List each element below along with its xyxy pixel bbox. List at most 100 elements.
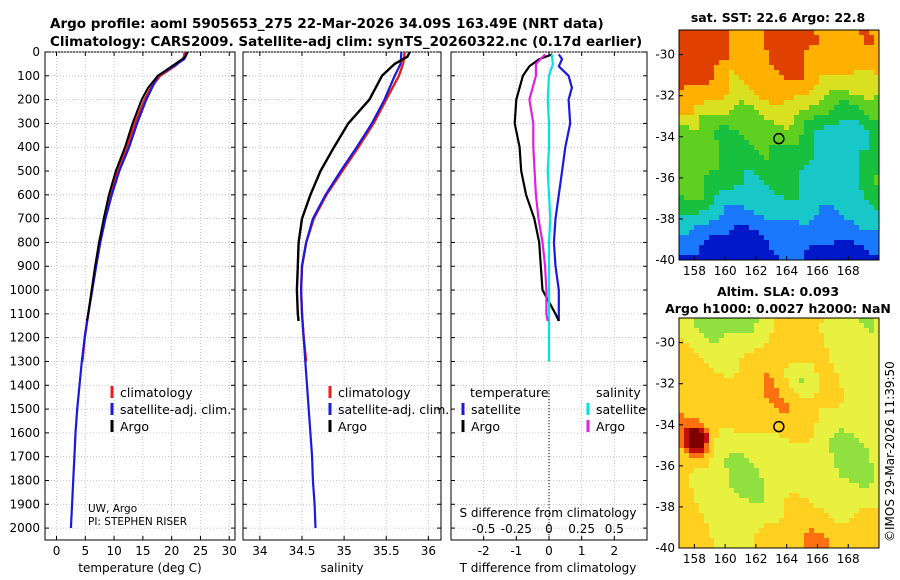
map-cell <box>734 538 740 544</box>
map-cell <box>869 50 875 56</box>
map-cell <box>864 513 870 519</box>
map-cell <box>799 45 805 51</box>
map-cell <box>834 473 840 479</box>
map-cell <box>869 85 875 91</box>
map-cell <box>759 533 765 539</box>
map-cell <box>699 443 705 449</box>
map-cell <box>859 150 865 156</box>
map-cell <box>859 453 865 459</box>
map-cell <box>679 378 685 384</box>
map-cell <box>694 463 700 469</box>
map-cell <box>724 543 730 548</box>
map-cell <box>704 388 710 394</box>
map-cell <box>819 353 825 359</box>
y-tick-label: 500 <box>17 164 40 178</box>
map-cell <box>764 170 770 176</box>
map-cell <box>869 135 875 141</box>
map-cell <box>874 235 879 241</box>
map-cell <box>729 40 735 46</box>
map-cell <box>809 80 815 86</box>
map-cell <box>874 428 879 434</box>
map-cell <box>709 140 715 146</box>
map-cell <box>844 443 850 449</box>
map-cell <box>854 145 860 151</box>
map-cell <box>819 180 825 186</box>
map-cell <box>754 180 760 186</box>
map-cell <box>789 383 795 389</box>
map-cell <box>849 323 855 329</box>
map-cell <box>679 170 685 176</box>
map-cell <box>779 100 785 106</box>
map-cell <box>804 453 810 459</box>
map-cell <box>719 463 725 469</box>
map-cell <box>769 235 775 241</box>
pi-info-line2: PI: STEPHEN RISER <box>88 516 187 528</box>
map-cell <box>864 105 870 111</box>
map-cell <box>859 195 865 201</box>
map-cell <box>809 155 815 161</box>
map-cell <box>744 493 750 499</box>
map-cell <box>769 488 775 494</box>
map-cell <box>834 543 840 548</box>
map-cell <box>859 125 865 131</box>
map-cell <box>829 543 835 548</box>
map-cell <box>684 438 690 444</box>
map-cell <box>834 225 840 231</box>
map-cell <box>869 463 875 469</box>
map-cell <box>874 65 879 71</box>
map-cell <box>694 145 700 151</box>
map-cell <box>719 200 725 206</box>
map-cell <box>754 528 760 534</box>
map-cell <box>814 175 820 181</box>
map-cell <box>729 408 735 414</box>
map-cell <box>844 255 850 260</box>
map-cell <box>684 428 690 434</box>
map-cell <box>724 205 730 211</box>
map-cell <box>689 85 695 91</box>
map-cell <box>859 80 865 86</box>
map-cell <box>864 100 870 106</box>
map-cell <box>874 328 879 334</box>
map-cell <box>719 403 725 409</box>
map-cell <box>794 473 800 479</box>
map-cell <box>779 230 785 236</box>
map-cell <box>699 458 705 464</box>
map-cell <box>734 185 740 191</box>
map-cell <box>794 323 800 329</box>
map-cell <box>804 155 810 161</box>
map-cell <box>804 255 810 260</box>
map-cell <box>864 323 870 329</box>
figure-title-line1: Argo profile: aoml 5905653_275 22-Mar-20… <box>50 16 604 32</box>
map-cell <box>874 115 879 121</box>
map-cell <box>734 533 740 539</box>
map-cell <box>714 463 720 469</box>
map-cell <box>804 543 810 548</box>
map-cell <box>754 155 760 161</box>
map-cell <box>699 483 705 489</box>
map-cell <box>724 458 730 464</box>
map-cell <box>749 513 755 519</box>
map-cell <box>839 150 845 156</box>
map-cell <box>714 110 720 116</box>
map-cell <box>844 498 850 504</box>
argo-location-marker <box>773 420 785 433</box>
map-cell <box>694 115 700 121</box>
map-cell <box>874 95 879 101</box>
map-cell <box>694 423 700 429</box>
map-cell <box>874 215 879 221</box>
map-cell <box>719 185 725 191</box>
map-cell <box>844 458 850 464</box>
map-cell <box>729 358 735 364</box>
map-cell <box>754 348 760 354</box>
map-cell <box>804 235 810 241</box>
map-cell <box>709 543 715 548</box>
map-cell <box>724 473 730 479</box>
map-cell <box>684 458 690 464</box>
map-cell <box>689 423 695 429</box>
map-cell <box>714 70 720 76</box>
map-cell <box>854 468 860 474</box>
map-cell <box>799 160 805 166</box>
map-cell <box>834 323 840 329</box>
map-cell <box>829 423 835 429</box>
map-cell <box>809 483 815 489</box>
